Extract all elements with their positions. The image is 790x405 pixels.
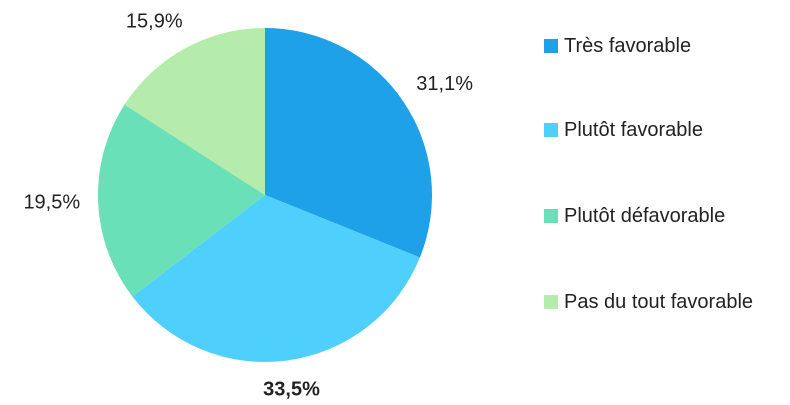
pie-slice [132, 195, 420, 362]
legend-entry: Plutôt défavorable [544, 204, 770, 229]
legend-entry: Très favorable [544, 34, 770, 59]
pie-slice [265, 28, 432, 258]
legend-label: Pas du tout favorable [564, 291, 754, 313]
legend-label: Plutôt défavorable [564, 205, 726, 227]
pie-slice [124, 28, 265, 195]
pie-slice [98, 104, 266, 297]
data-label: 33,5% [263, 378, 320, 400]
legend-swatch [544, 209, 558, 223]
data-label: 15,9% [126, 10, 183, 32]
legend-label: Plutôt favorable [564, 119, 703, 141]
legend-swatch [544, 123, 558, 137]
legend-label: Très favorable [564, 35, 692, 57]
data-label: 31,1% [416, 73, 473, 95]
legend-entry: Pas du tout favorable [544, 290, 770, 315]
data-label: 19,5% [23, 191, 80, 213]
legend-entry: Plutôt favorable [544, 118, 770, 143]
legend-swatch [544, 295, 558, 309]
legend-swatch [544, 39, 558, 53]
